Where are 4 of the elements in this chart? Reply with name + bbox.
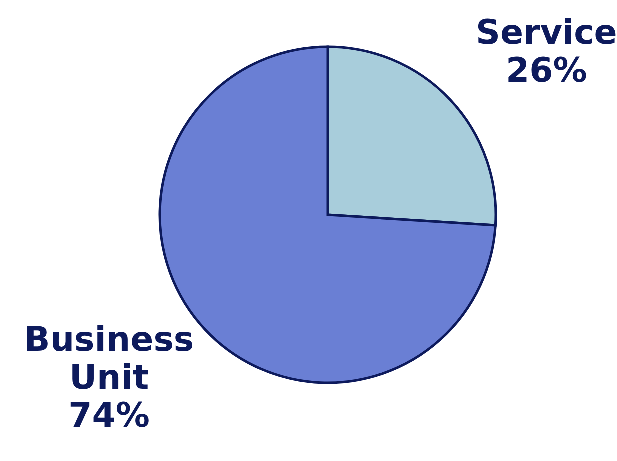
data-label: 26% [506,51,588,92]
slice-label: Service [476,13,617,54]
data-label: 74% [68,396,150,436]
slice-label: Business Unit [24,320,194,398]
